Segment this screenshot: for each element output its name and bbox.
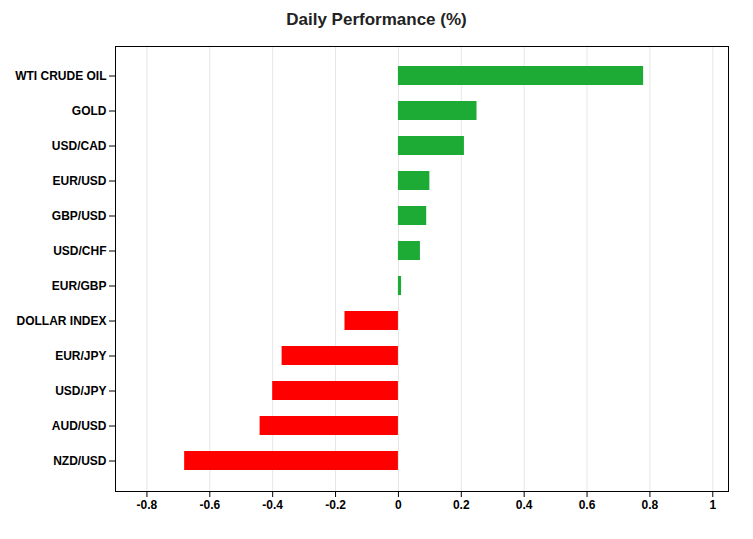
svg-text:EUR/USD: EUR/USD xyxy=(52,174,106,188)
svg-text:0.4: 0.4 xyxy=(516,498,533,512)
svg-text:EUR/JPY: EUR/JPY xyxy=(55,349,106,363)
svg-text:EUR/GBP: EUR/GBP xyxy=(52,279,107,293)
svg-text:GOLD: GOLD xyxy=(72,104,107,118)
svg-text:USD/JPY: USD/JPY xyxy=(55,384,106,398)
svg-text:0: 0 xyxy=(395,498,402,512)
svg-text:0.6: 0.6 xyxy=(579,498,596,512)
svg-text:NZD/USD: NZD/USD xyxy=(53,454,107,468)
svg-text:0.8: 0.8 xyxy=(642,498,659,512)
svg-text:-0.4: -0.4 xyxy=(262,498,283,512)
svg-text:GBP/USD: GBP/USD xyxy=(52,209,107,223)
svg-text:USD/CHF: USD/CHF xyxy=(53,244,106,258)
svg-text:-0.6: -0.6 xyxy=(199,498,220,512)
svg-text:USD/CAD: USD/CAD xyxy=(52,139,107,153)
svg-text:-0.2: -0.2 xyxy=(325,498,346,512)
svg-text:AUD/USD: AUD/USD xyxy=(52,419,107,433)
svg-text:-0.8: -0.8 xyxy=(137,498,158,512)
svg-text:WTI CRUDE OIL: WTI CRUDE OIL xyxy=(15,69,106,83)
html-text:Daily Performance (%): Daily Performance (%) xyxy=(286,10,467,29)
svg-text:0.2: 0.2 xyxy=(453,498,470,512)
svg-text:1: 1 xyxy=(709,498,716,512)
svg-text:DOLLAR INDEX: DOLLAR INDEX xyxy=(17,314,107,328)
